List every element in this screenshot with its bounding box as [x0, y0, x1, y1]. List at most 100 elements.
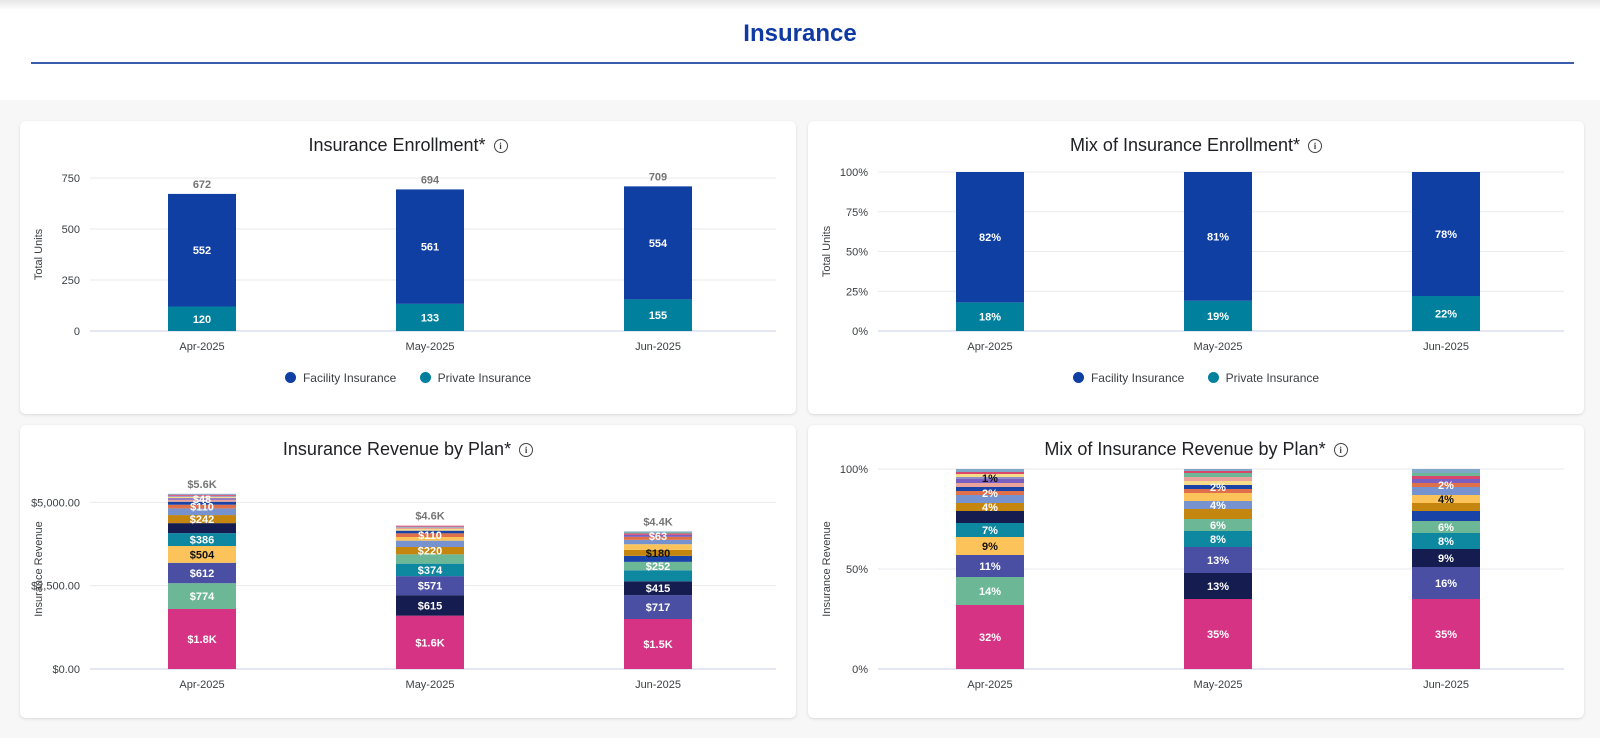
data-label: 4%: [1210, 500, 1226, 512]
data-label: 8%: [1210, 534, 1226, 546]
data-label: $63: [649, 531, 667, 543]
data-label: $220: [418, 546, 442, 558]
bar-segment: [396, 303, 464, 331]
data-label: $180: [646, 548, 670, 560]
y-tick-label: 50%: [846, 564, 868, 576]
y-tick-label: $2,500.00: [31, 581, 80, 593]
data-label: 82%: [979, 232, 1001, 244]
chart-revenue-mix: 0% 50% 100% Insurance Revenue 32% 14% 11% 9% 7% 4…: [821, 464, 1564, 691]
legend-label: Private Insurance: [1225, 371, 1320, 385]
data-label: 2%: [1210, 482, 1226, 494]
data-label: $774: [190, 591, 215, 603]
total-label: 709: [649, 171, 667, 183]
bar-segment: [956, 577, 1024, 605]
y-tick-label: $0.00: [52, 664, 80, 676]
info-icon[interactable]: i: [493, 139, 508, 154]
chart-card-enrollment: Insurance Enrollment* i 0 250 500 750 Total U…: [20, 121, 796, 414]
y-tick-label: 0: [74, 326, 80, 338]
chart-enrollment-mix: 0% 25% 50% 75% 100% Total Units 18% 82% Apr-2025…: [821, 167, 1564, 353]
bar-segment: [168, 193, 236, 307]
legend-item-private[interactable]: Private Insurance: [419, 371, 531, 385]
chart-title: Mix of Insurance Enrollment* i: [808, 135, 1584, 156]
data-label: 561: [421, 242, 439, 254]
data-label: 4%: [982, 502, 998, 514]
data-label: 81%: [1207, 231, 1229, 243]
x-tick-label: Apr-2025: [967, 679, 1012, 691]
bar-segment: [1412, 495, 1480, 503]
bar-segment: [624, 570, 692, 582]
bar-segment: [624, 595, 692, 619]
bar-segment: [956, 472, 1024, 474]
bar-segment: [396, 530, 464, 534]
bar-segment: [624, 619, 692, 669]
bar-segment: [956, 469, 1024, 472]
data-label: $415: [646, 583, 670, 595]
bar-segment: [396, 595, 464, 616]
chart-title-text: Mix of Insurance Revenue by Plan*: [1044, 439, 1326, 459]
legend-swatch: [1072, 372, 1084, 383]
x-tick-label: Jun-2025: [1423, 341, 1469, 353]
x-tick-label: Jun-2025: [1423, 679, 1469, 691]
bar-segment: [1184, 172, 1252, 301]
x-tick-label: Apr-2025: [967, 341, 1012, 353]
data-label: 120: [193, 314, 211, 326]
legend-swatch: [1207, 372, 1219, 383]
x-tick-label: May-2025: [1194, 679, 1243, 691]
info-icon[interactable]: i: [1308, 139, 1323, 154]
bar-segment: [956, 302, 1024, 331]
bar-segment: [624, 561, 692, 571]
y-axis-label: Total Units: [33, 228, 45, 280]
title-divider: [31, 62, 1574, 64]
total-label: $4.6K: [415, 511, 444, 523]
bar-segment: [956, 474, 1024, 477]
data-label: $1.8K: [187, 634, 216, 646]
bar-segment: [1184, 477, 1252, 481]
data-label: 19%: [1207, 311, 1229, 323]
bar-segment: [956, 479, 1024, 483]
data-label: $374: [418, 565, 443, 577]
bar-segment: [1184, 300, 1252, 331]
bar-segment: [956, 483, 1024, 487]
legend-item-facility[interactable]: Facility Insurance: [284, 371, 396, 385]
bar-segment: [396, 525, 464, 527]
bar-segment: [1184, 501, 1252, 509]
data-label: 14%: [979, 586, 1001, 598]
bar-segment: [168, 306, 236, 331]
info-icon[interactable]: i: [1333, 443, 1348, 458]
bar-segment: [1412, 549, 1480, 567]
data-label: 7%: [982, 525, 998, 537]
y-axis-label: Insurance Revenue: [33, 521, 45, 616]
chart-card-revenue: Insurance Revenue by Plan* i $0.00 $2,500.…: [20, 425, 796, 718]
bar-segment: [1412, 483, 1480, 487]
bar-segment: [1184, 573, 1252, 599]
bar-segment: [1412, 479, 1480, 483]
bar-segment: [1184, 489, 1252, 493]
data-label: $717: [646, 602, 670, 614]
bar-segment: [956, 491, 1024, 495]
y-tick-label: 50%: [846, 247, 868, 259]
x-tick-label: Apr-2025: [179, 679, 224, 691]
bar-segment: [1412, 469, 1480, 473]
bar-segment: [168, 494, 236, 496]
bar-segment: [168, 533, 236, 546]
bar-segment: [168, 498, 236, 500]
info-icon[interactable]: i: [519, 443, 534, 458]
chart-enrollment: 0 250 500 750 Total Units 120 552 672 Apr-2025 13…: [33, 171, 776, 353]
bar-segment: [168, 546, 236, 563]
data-label: 4%: [1438, 494, 1454, 506]
legend-item-private[interactable]: Private Insurance: [1207, 371, 1320, 385]
bar-segment: [168, 495, 236, 497]
x-tick-label: Jun-2025: [635, 679, 681, 691]
chart-revenue: $0.00 $2,500.00 $5,000.00 Insurance Revenue…: [31, 479, 776, 691]
bar-segment: [396, 547, 464, 555]
data-label: $1.6K: [415, 637, 444, 649]
bar-segment: [956, 511, 1024, 523]
bar-segment: [396, 540, 464, 547]
bar-segment: [956, 523, 1024, 537]
y-tick-label: 100%: [840, 167, 868, 179]
data-label: $242: [190, 514, 214, 526]
bar-segment: [1184, 519, 1252, 531]
legend-item-facility[interactable]: Facility Insurance: [1072, 371, 1184, 385]
data-label: $612: [190, 568, 214, 580]
bar-segment: [624, 549, 692, 556]
